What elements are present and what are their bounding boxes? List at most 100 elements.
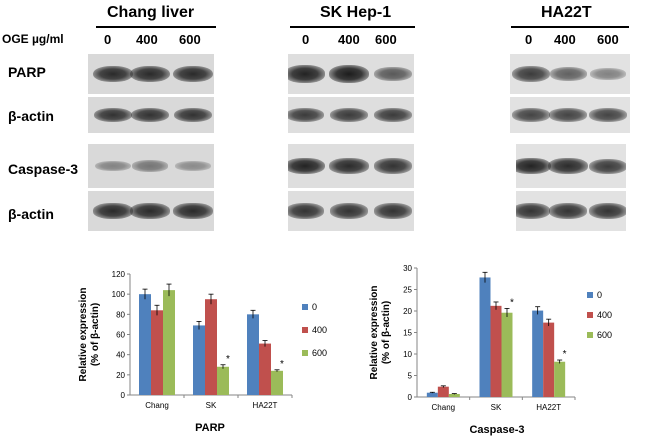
legend-swatch <box>302 350 308 356</box>
band-chang-lane-3 <box>175 160 211 172</box>
chart-title: Caspase-3 <box>469 424 524 436</box>
y-tick-label: 100 <box>112 290 126 299</box>
y-tick-label: 20 <box>116 371 125 380</box>
dose-label: OGE µg/ml <box>2 32 64 46</box>
bar <box>490 305 502 397</box>
cell-line-title-ha22t: HA22T <box>541 4 592 21</box>
band-ha22t-lane-3 <box>590 68 626 80</box>
blot-chang-row-1 <box>88 54 214 94</box>
cell-line-underline-ha22t <box>511 26 629 28</box>
legend-swatch <box>302 327 308 333</box>
bar <box>259 343 271 395</box>
y-tick-label: 30 <box>403 264 412 273</box>
y-tick-label: 0 <box>121 391 126 400</box>
blot-ha22t-row-4 <box>516 191 626 231</box>
band-ha22t-lane-2 <box>548 203 588 219</box>
band-chang-lane-1 <box>93 107 133 123</box>
y-axis-label: Relative expression <box>78 288 89 382</box>
y-tick-label: 10 <box>403 350 412 359</box>
band-ha22t-lane-3 <box>588 203 626 219</box>
dose-ha22t-600: 600 <box>597 32 619 47</box>
row-label-beta-actin-2: β-actin <box>8 206 54 222</box>
bar <box>205 299 217 395</box>
y-tick-label: 25 <box>403 286 412 295</box>
y-tick-label: 40 <box>116 351 125 360</box>
legend-label: 0 <box>597 290 602 300</box>
y-tick-label: 5 <box>408 372 413 381</box>
bar <box>247 314 259 395</box>
blot-chang-row-4 <box>88 191 214 231</box>
significance-mark: * <box>510 297 514 308</box>
y-tick-label: 15 <box>403 329 412 338</box>
x-tick-label: SK <box>491 403 502 412</box>
band-chang-lane-1 <box>95 160 131 172</box>
x-tick-label: SK <box>206 401 217 410</box>
chart-title: PARP <box>195 422 225 434</box>
band-chang-lane-2 <box>130 203 170 219</box>
dose-chang-400: 400 <box>136 32 158 47</box>
legend-swatch <box>302 304 308 310</box>
bar <box>501 312 513 397</box>
x-tick-label: HA22T <box>536 403 561 412</box>
band-ha22t-lane-1 <box>511 66 551 82</box>
band-ha22t-lane-3 <box>588 108 628 122</box>
band-ha22t-lane-2 <box>548 108 588 122</box>
bar <box>163 290 175 395</box>
blot-sk-row-4 <box>288 191 414 231</box>
dose-sk-600: 600 <box>375 32 397 47</box>
band-sk-lane-3 <box>373 108 413 122</box>
significance-mark: * <box>563 349 567 360</box>
bar <box>554 361 566 397</box>
x-tick-label: HA22T <box>253 401 278 410</box>
band-sk-lane-2 <box>329 108 369 122</box>
row-label-parp: PARP <box>8 64 46 80</box>
cell-line-title-chang: Chang liver <box>107 4 195 21</box>
band-chang-lane-2 <box>131 160 169 172</box>
x-tick-label: Chang <box>432 403 456 412</box>
legend-label: 0 <box>312 302 317 312</box>
band-chang-lane-3 <box>173 65 213 83</box>
band-sk-lane-1 <box>288 157 325 175</box>
bar <box>151 310 163 395</box>
band-ha22t-lane-3 <box>588 158 626 174</box>
cell-line-underline-sk <box>290 26 415 28</box>
y-axis-label: (% of β-actin) <box>381 301 392 364</box>
y-tick-label: 0 <box>408 393 413 402</box>
bar <box>543 322 555 397</box>
bar <box>532 310 544 397</box>
row-label-beta-actin-1: β-actin <box>8 108 54 124</box>
blot-ha22t-row-2 <box>510 97 630 133</box>
blot-sk-row-3 <box>288 144 414 188</box>
y-tick-label: 60 <box>116 331 125 340</box>
band-chang-lane-3 <box>173 203 213 219</box>
dose-chang-600: 600 <box>179 32 201 47</box>
blot-header: Chang liver SK Hep-1 HA22T OGE µg/ml 0 4… <box>0 0 655 60</box>
y-axis-label: Relative expression <box>369 286 380 380</box>
blot-chang-row-3 <box>88 144 214 188</box>
band-sk-lane-2 <box>329 65 369 83</box>
band-ha22t-lane-1 <box>511 108 551 122</box>
band-sk-lane-3 <box>374 66 412 82</box>
band-chang-lane-1 <box>93 65 133 83</box>
dose-chang-0: 0 <box>104 32 112 47</box>
bar <box>139 294 151 395</box>
legend-swatch <box>587 312 593 318</box>
y-axis-label: (% of β-actin) <box>90 303 101 366</box>
legend-swatch <box>587 332 593 338</box>
y-tick-label: 20 <box>403 307 412 316</box>
band-chang-lane-3 <box>173 107 213 123</box>
band-ha22t-lane-2 <box>548 158 588 174</box>
blot-sk-row-2 <box>288 97 414 133</box>
band-ha22t-lane-2 <box>549 67 587 81</box>
band-ha22t-lane-1 <box>516 203 551 219</box>
bar <box>217 366 229 395</box>
bar <box>479 277 491 397</box>
bar <box>271 370 283 395</box>
band-ha22t-lane-1 <box>516 157 551 175</box>
blot-sk-row-1 <box>288 54 414 94</box>
band-sk-lane-3 <box>373 158 413 174</box>
significance-mark: * <box>280 359 284 370</box>
y-tick-label: 80 <box>116 310 125 319</box>
dose-sk-0: 0 <box>302 32 310 47</box>
bar <box>448 393 460 397</box>
